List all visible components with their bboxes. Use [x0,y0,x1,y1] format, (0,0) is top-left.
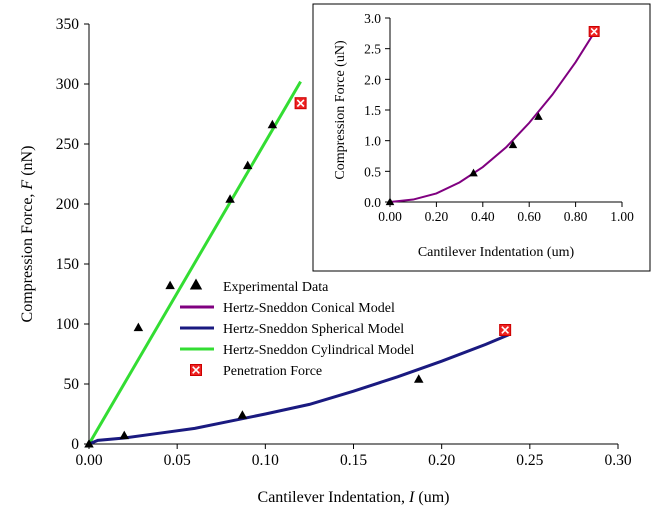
legend-label: Experimental Data [223,280,329,295]
inset-data-point [385,197,395,206]
penetration-cross-b [192,366,200,374]
penetration-cross-b [501,326,510,334]
inset-plot: 0.00 0.20 0.40 0.60 0.80 1.00 0.0 0.5 1.0 1.5 2.0 2… [312,3,651,272]
x-tick-label: 0.30 [604,452,631,469]
data-point [242,160,253,170]
inset-penetration-point [588,25,600,37]
inset-x-tick-label: 0.00 [378,209,402,224]
x-tick-label: 0.15 [340,452,367,469]
legend-item: Hertz-Sneddon Cylindrical Model [180,343,414,358]
x-tick-label: 0.00 [75,452,102,469]
x-tick-label: 0.10 [252,452,279,469]
data-point [267,119,278,129]
y-tick-label: 200 [56,196,80,213]
x-axis-title-text: Cantilever Indentation, [258,489,410,506]
x-tick-label: 0.20 [428,452,455,469]
inset-y-tick-label: 1.0 [364,134,381,149]
x-axis-title-unit: (um) [414,489,449,506]
inset-y-tick-label: 0.0 [364,195,381,210]
legend-penetration-marker [190,364,202,376]
y-tick-label: 350 [56,16,80,33]
inset-x-tick-label: 1.00 [610,209,634,224]
y-tick-label: 50 [64,376,80,393]
inset-frame [312,3,651,272]
inset-y-tick-label: 1.5 [364,103,381,118]
y-tick-label: 100 [56,316,80,333]
x-tick-label: 0.25 [516,452,543,469]
inset-data-point [534,112,543,120]
legend-item: Hertz-Sneddon Spherical Model [180,322,404,337]
inset-y-tick-label: 2.5 [364,42,381,57]
data-point [165,280,175,290]
inset-data-point [508,140,518,149]
y-tick-label: 300 [56,76,80,93]
legend-item: Hertz-Sneddon Conical Model [180,301,395,316]
inset-x-tick-label: 0.60 [517,209,541,224]
data-point [225,194,235,203]
data-point [413,374,424,383]
legend-label: Hertz-Sneddon Cylindrical Model [223,343,414,358]
data-point [237,410,248,419]
y-tick-label: 250 [56,136,80,153]
inset-x-tick-label: 0.40 [471,209,495,224]
x-axis-title-var: I [408,489,415,506]
data-point [133,322,144,332]
penetration-point [499,324,512,336]
inset-model-line [389,32,596,203]
inset-y-tick-label: 2.0 [364,72,381,87]
y-tick-label: 150 [56,256,80,273]
y-axis-title: Compression Force, F (nN) [19,146,36,323]
main-plot: 0.00 0.05 0.10 0.15 0.20 0.25 0.30 0 50 100 150 200… [19,16,632,506]
y-axis-title-text: Compression Force, [19,190,36,323]
y-axis-title-unit: (nN) [19,146,36,180]
data-point [119,430,130,440]
model-line [87,80,302,445]
inset-y-tick-label: 3.0 [364,11,381,26]
penetration-point [294,97,307,110]
y-tick-label: 0 [71,436,79,453]
penetration-cross-b [296,99,305,108]
inset-data-point [469,168,478,177]
inset-y-axis-title: Compression Force (uN) [333,40,348,180]
legend-label: Hertz-Sneddon Spherical Model [223,322,404,337]
legend-label: Penetration Force [223,364,322,379]
inset-x-tick-label: 0.20 [425,209,449,224]
inset-x-tick-label: 0.80 [564,209,588,224]
legend: Experimental Data Hertz-Sneddon Conical M… [180,278,414,379]
inset-y-tick-label: 0.5 [364,164,381,179]
legend-item: Penetration Force [190,364,322,379]
x-axis-title: Cantilever Indentation, I (um) [258,489,450,506]
data-point [84,439,94,448]
x-tick-label: 0.05 [164,452,191,469]
penetration-cross-b [590,27,598,36]
y-axis-title-var: F [19,180,36,191]
legend-item: Experimental Data [189,278,329,295]
legend-triangle-marker [189,278,203,290]
inset-x-axis-title: Cantilever Indentation (um) [418,245,575,260]
legend-label: Hertz-Sneddon Conical Model [223,301,395,316]
